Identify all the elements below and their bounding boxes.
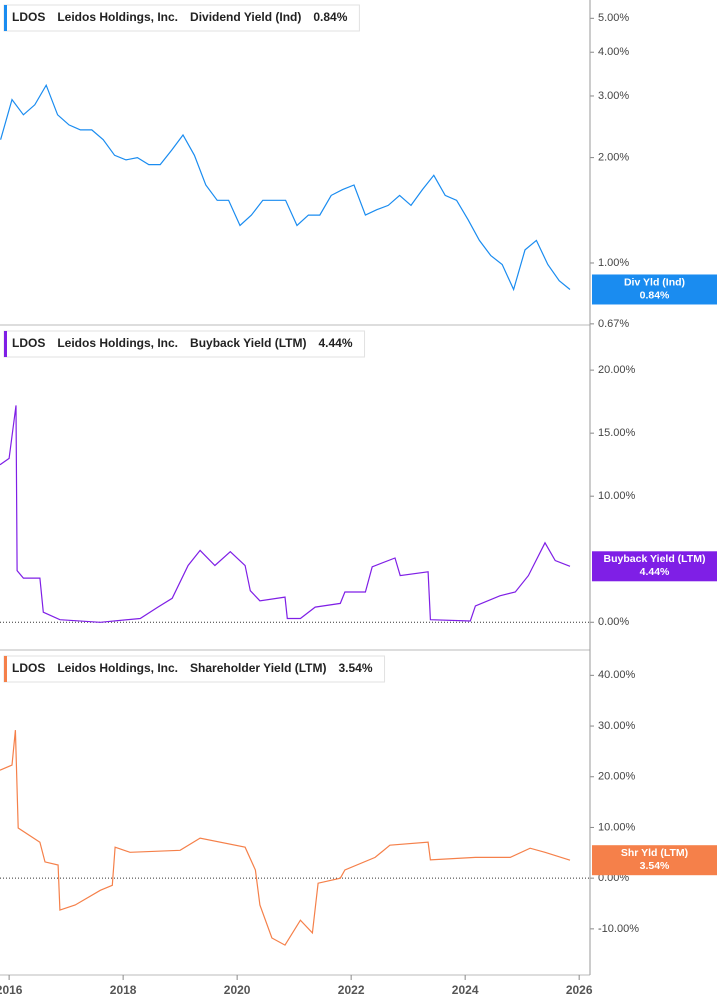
y-tick-label: 40.00% — [598, 669, 636, 681]
series-name: Buyback Yield (LTM) — [190, 336, 306, 350]
y-tick-label: 0.67% — [598, 318, 629, 330]
x-tick-label: 2026 — [566, 983, 593, 997]
legend-header: LDOS Leidos Holdings, Inc. Shareholder Yie… — [3, 655, 386, 683]
y-tick-label: 4.00% — [598, 46, 629, 58]
y-tick-label: 30.00% — [598, 720, 636, 732]
legend-swatch — [4, 656, 7, 682]
series-line — [0, 405, 571, 623]
y-tick-label: 5.00% — [598, 12, 629, 24]
y-tick-label: 10.00% — [598, 821, 636, 833]
series-name: Dividend Yield (Ind) — [190, 10, 301, 24]
ticker: LDOS — [12, 336, 45, 350]
last-value: 4.44% — [319, 336, 353, 350]
tag-value: 0.84% — [640, 289, 670, 301]
value-tag — [592, 845, 717, 876]
legend-swatch — [4, 331, 7, 357]
y-tick-label: -10.00% — [598, 923, 639, 935]
series-line — [0, 730, 571, 946]
tag-label: Div Yld (Ind) — [624, 276, 685, 288]
ticker: LDOS — [12, 661, 45, 675]
tag-label: Buyback Yield (LTM) — [604, 553, 706, 565]
x-tick-label: 2016 — [0, 983, 23, 997]
series-line — [0, 83, 571, 292]
legend-header: LDOS Leidos Holdings, Inc. Dividend Yield … — [3, 4, 360, 32]
tag-value: 3.54% — [640, 860, 670, 872]
value-tag — [592, 551, 717, 582]
company: Leidos Holdings, Inc. — [57, 661, 178, 675]
legend-box — [3, 4, 360, 32]
y-tick-label: 10.00% — [598, 490, 636, 502]
value-tag — [592, 274, 717, 305]
last-value: 3.54% — [339, 661, 373, 675]
y-tick-label: 15.00% — [598, 427, 636, 439]
x-tick-label: 2024 — [452, 983, 479, 997]
series-name: Shareholder Yield (LTM) — [190, 661, 326, 675]
x-tick-label: 2020 — [224, 983, 251, 997]
y-tick-label: 2.00% — [598, 152, 629, 164]
company: Leidos Holdings, Inc. — [57, 10, 178, 24]
y-tick-label: 20.00% — [598, 364, 636, 376]
last-value: 0.84% — [313, 10, 347, 24]
y-tick-label: 3.00% — [598, 90, 629, 102]
tag-value: 4.44% — [640, 566, 670, 578]
legend-header: LDOS Leidos Holdings, Inc. Buyback Yield (… — [3, 330, 366, 358]
x-tick-label: 2022 — [338, 983, 365, 997]
y-tick-label: 0.00% — [598, 616, 629, 628]
tag-label: Shr Yld (LTM) — [621, 847, 688, 859]
company: Leidos Holdings, Inc. — [57, 336, 178, 350]
legend-box — [3, 655, 386, 683]
y-tick-label: 1.00% — [598, 257, 629, 269]
ticker: LDOS — [12, 10, 45, 24]
y-tick-label: 20.00% — [598, 771, 636, 783]
legend-swatch — [4, 5, 7, 31]
x-tick-label: 2018 — [110, 983, 137, 997]
